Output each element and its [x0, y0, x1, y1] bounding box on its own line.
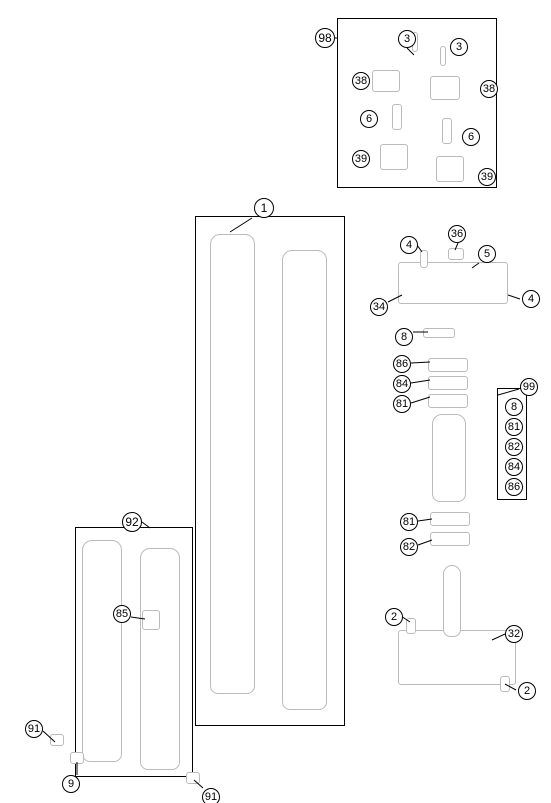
part-bolt-2a: [406, 618, 416, 634]
callout-84: 84: [505, 458, 523, 476]
callout-8: 8: [395, 328, 413, 346]
callout-1: 1: [254, 198, 274, 218]
part-bolt-91a: [50, 734, 64, 746]
callout-9: 9: [62, 775, 80, 793]
callout-84: 84: [393, 375, 411, 393]
callout-81: 81: [400, 513, 418, 531]
part-seal-bot: [430, 532, 470, 546]
part-bolt-9: [70, 752, 84, 764]
part-screw-3b: [440, 46, 446, 66]
callout-39: 39: [352, 150, 370, 168]
callout-99: 99: [520, 378, 538, 396]
part-fork-tube-right: [282, 250, 327, 710]
part-bracket-1: [372, 70, 400, 92]
callout-91: 91: [202, 788, 220, 803]
callout-2: 2: [385, 608, 403, 626]
diagram-canvas: 98 3 3 38 38 6 6 39 39 1 4 36 5 34 4 8 86 84 81 99 8 81 82 84 86…: [0, 0, 551, 803]
callout-38: 38: [480, 80, 498, 98]
callout-86: 86: [505, 478, 523, 496]
callout-3: 3: [398, 30, 416, 48]
part-fork-tube-left: [210, 234, 255, 694]
part-stem-tube: [432, 414, 466, 502]
part-guard-left: [82, 540, 122, 762]
callout-39: 39: [478, 168, 496, 186]
callout-82: 82: [400, 538, 418, 556]
part-guard-right: [140, 548, 180, 770]
callout-38: 38: [352, 72, 370, 90]
part-bracket-2: [430, 76, 460, 100]
callout-3: 3: [450, 38, 468, 56]
callout-91: 91: [25, 720, 43, 738]
part-bracket-39b: [436, 156, 464, 182]
part-bolt-6a: [392, 104, 402, 130]
part-top-clamp: [398, 262, 508, 304]
callout-82: 82: [505, 438, 523, 456]
part-bolt-2b: [500, 676, 510, 692]
callout-81: 81: [393, 395, 411, 413]
part-bearing-top: [428, 358, 468, 372]
callout-6: 6: [462, 128, 480, 146]
part-stem: [443, 565, 461, 637]
part-nut-36: [448, 248, 464, 260]
callout-86: 86: [393, 355, 411, 373]
part-bolt-91b: [186, 772, 200, 784]
callout-85: 85: [113, 605, 131, 623]
part-race-top: [428, 394, 468, 408]
callout-98: 98: [315, 28, 335, 48]
callout-8: 8: [505, 398, 523, 416]
callout-5: 5: [478, 245, 496, 263]
part-race-bot: [430, 512, 470, 526]
callout-2: 2: [518, 682, 536, 700]
callout-4: 4: [400, 236, 418, 254]
part-o-ring: [423, 328, 455, 338]
callout-32: 32: [505, 625, 523, 643]
part-bolt-6b: [442, 118, 452, 144]
part-bottom-clamp: [398, 630, 516, 685]
callout-36: 36: [448, 225, 466, 243]
callout-4: 4: [522, 290, 540, 308]
part-bracket-39a: [380, 144, 408, 170]
callout-81: 81: [505, 418, 523, 436]
callout-34: 34: [370, 298, 388, 316]
callout-6: 6: [360, 110, 378, 128]
part-cable-guide: [142, 610, 160, 630]
callout-92: 92: [122, 512, 142, 532]
part-seal-top: [428, 376, 468, 390]
part-bolt-4a: [420, 250, 428, 268]
